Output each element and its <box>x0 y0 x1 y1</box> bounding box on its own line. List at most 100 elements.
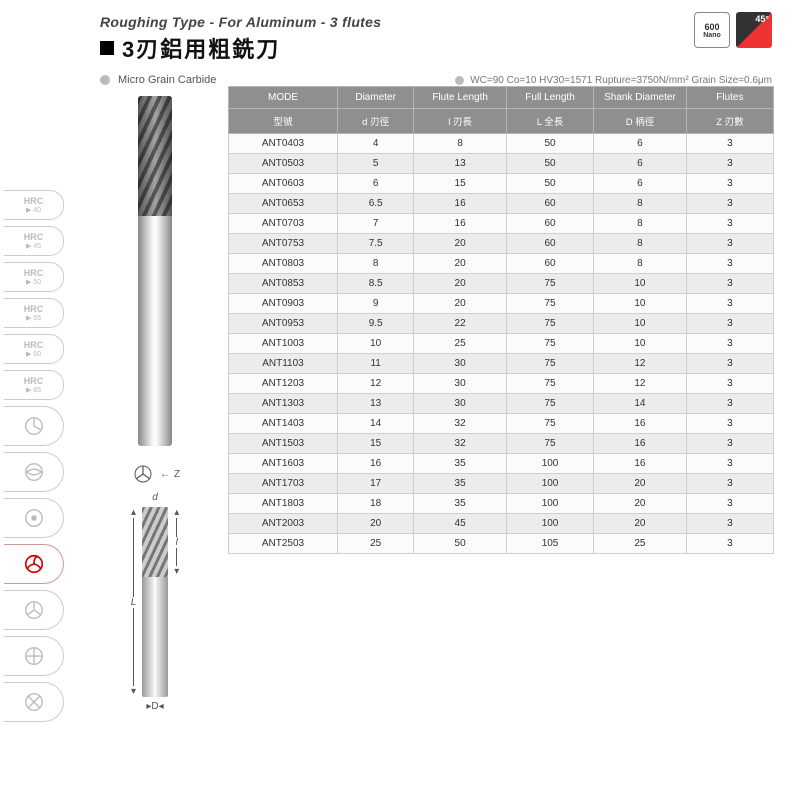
table-row: ANT06536.5166083 <box>229 194 774 214</box>
table-cell: 50 <box>414 534 507 554</box>
hrc-label: HRC <box>24 268 44 278</box>
table-cell: ANT2503 <box>229 534 338 554</box>
table-head-row-2: 型號 d 刃徑 l 刃長 L 全長 D 柄徑 Z 刃數 <box>229 109 774 134</box>
table-cell: 3 <box>686 374 773 394</box>
flute-icon-1[interactable] <box>4 406 64 446</box>
col-full-length: Full Length <box>506 87 593 109</box>
table-row: ANT1103113075123 <box>229 354 774 374</box>
col-diameter-zh: d 刃徑 <box>338 109 414 134</box>
material-label: Micro Grain Carbide <box>118 74 216 86</box>
table-cell: 20 <box>338 514 414 534</box>
d-label: d <box>152 492 158 503</box>
table-cell: 18 <box>338 494 414 514</box>
table-cell: 5 <box>338 154 414 174</box>
two-flute-icon <box>23 461 45 483</box>
table-cell: 6 <box>594 154 687 174</box>
hrc-tab-55[interactable]: HRC▶ 55 <box>4 298 64 328</box>
col-flutes: Flutes <box>686 87 773 109</box>
hrc-tab-45[interactable]: HRC▶ 45 <box>4 226 64 256</box>
table-cell: 3 <box>686 534 773 554</box>
flute-icon-3-active[interactable] <box>4 544 64 584</box>
flute-icon-ball[interactable] <box>4 498 64 538</box>
L-label: L <box>131 597 137 608</box>
table-cell: 30 <box>414 394 507 414</box>
table-cell: ANT0853 <box>229 274 338 294</box>
col-shank-diameter: Shank Diameter <box>594 87 687 109</box>
table-cell: 3 <box>686 214 773 234</box>
col-mode-zh: 型號 <box>229 109 338 134</box>
table-cell: 75 <box>506 374 593 394</box>
table-cell: 32 <box>414 414 507 434</box>
table-cell: 3 <box>686 434 773 454</box>
hrc-tab-50[interactable]: HRC▶ 50 <box>4 262 64 292</box>
hrc-sub: ▶ 45 <box>26 242 41 250</box>
table-cell: 14 <box>338 414 414 434</box>
table-cell: 25 <box>338 534 414 554</box>
table-cell: 100 <box>506 514 593 534</box>
table-cell: 6 <box>338 174 414 194</box>
table-cell: 9 <box>338 294 414 314</box>
table-cell: ANT0403 <box>229 134 338 154</box>
table-cell: 3 <box>686 134 773 154</box>
dimension-diagram: ←Z d ▴ L ▾ ▴ l ▾ ▸D◂ <box>100 464 210 712</box>
table-cell: 20 <box>594 514 687 534</box>
table-cell: 7.5 <box>338 234 414 254</box>
table-cell: 60 <box>506 234 593 254</box>
table-cell: 6 <box>594 134 687 154</box>
hrc-tab-60[interactable]: HRC▶ 60 <box>4 334 64 364</box>
table-row: ANT090392075103 <box>229 294 774 314</box>
badge-45deg: 45° <box>736 12 772 48</box>
bullet-icon <box>100 75 110 85</box>
hrc-label: HRC <box>24 376 44 386</box>
table-cell: 10 <box>594 294 687 314</box>
table-cell: 20 <box>594 474 687 494</box>
table-cell: 30 <box>414 374 507 394</box>
table-cell: 35 <box>414 494 507 514</box>
table-row: ANT0403485063 <box>229 134 774 154</box>
table-cell: 22 <box>414 314 507 334</box>
diagram-mill <box>142 507 168 697</box>
three-flute-icon <box>23 553 45 575</box>
table-cell: 10 <box>594 274 687 294</box>
hrc-tab-65[interactable]: HRC▶ 65 <box>4 370 64 400</box>
col-flute-length-zh: l 刃長 <box>414 109 507 134</box>
title-row: 3刃鋁用粗銑刀 <box>100 32 780 64</box>
table-cell: 75 <box>506 354 593 374</box>
table-cell: 100 <box>506 494 593 514</box>
end-view-icon <box>130 464 156 484</box>
table-cell: 35 <box>414 454 507 474</box>
hrc-sub: ▶ 60 <box>26 350 41 358</box>
table-cell: ANT0503 <box>229 154 338 174</box>
hrc-label: HRC <box>24 304 44 314</box>
subtitle: Roughing Type - For Aluminum - 3 flutes <box>100 14 780 30</box>
z-label: Z <box>174 469 180 480</box>
spec-table-wrap: MODE Diameter Flute Length Full Length S… <box>228 86 774 554</box>
table-row: ANT18031835100203 <box>229 494 774 514</box>
table-cell: 10 <box>338 334 414 354</box>
table-cell: 100 <box>506 454 593 474</box>
bullet-icon <box>455 76 464 85</box>
badge-45-label: 45° <box>755 14 769 24</box>
hrc-tab-40[interactable]: HRC▶ 40 <box>4 190 64 220</box>
table-cell: 20 <box>594 494 687 514</box>
flute-icon-3b[interactable] <box>4 590 64 630</box>
table-cell: ANT0903 <box>229 294 338 314</box>
col-shank-diameter-zh: D 柄徑 <box>594 109 687 134</box>
table-cell: 45 <box>414 514 507 534</box>
table-cell: 16 <box>594 454 687 474</box>
table-cell: ANT0653 <box>229 194 338 214</box>
table-row: ANT08538.52075103 <box>229 274 774 294</box>
hrc-sub: ▶ 40 <box>26 206 41 214</box>
table-cell: 75 <box>506 394 593 414</box>
flute-icon-4[interactable] <box>4 636 64 676</box>
flute-icon-2[interactable] <box>4 452 64 492</box>
D-text: D <box>151 701 158 712</box>
table-cell: 9.5 <box>338 314 414 334</box>
table-cell: 100 <box>506 474 593 494</box>
flute-icon-4b[interactable] <box>4 682 64 722</box>
table-cell: 8 <box>338 254 414 274</box>
four-flute-icon <box>23 645 45 667</box>
table-cell: 60 <box>506 254 593 274</box>
table-cell: 20 <box>414 294 507 314</box>
table-cell: 15 <box>414 174 507 194</box>
